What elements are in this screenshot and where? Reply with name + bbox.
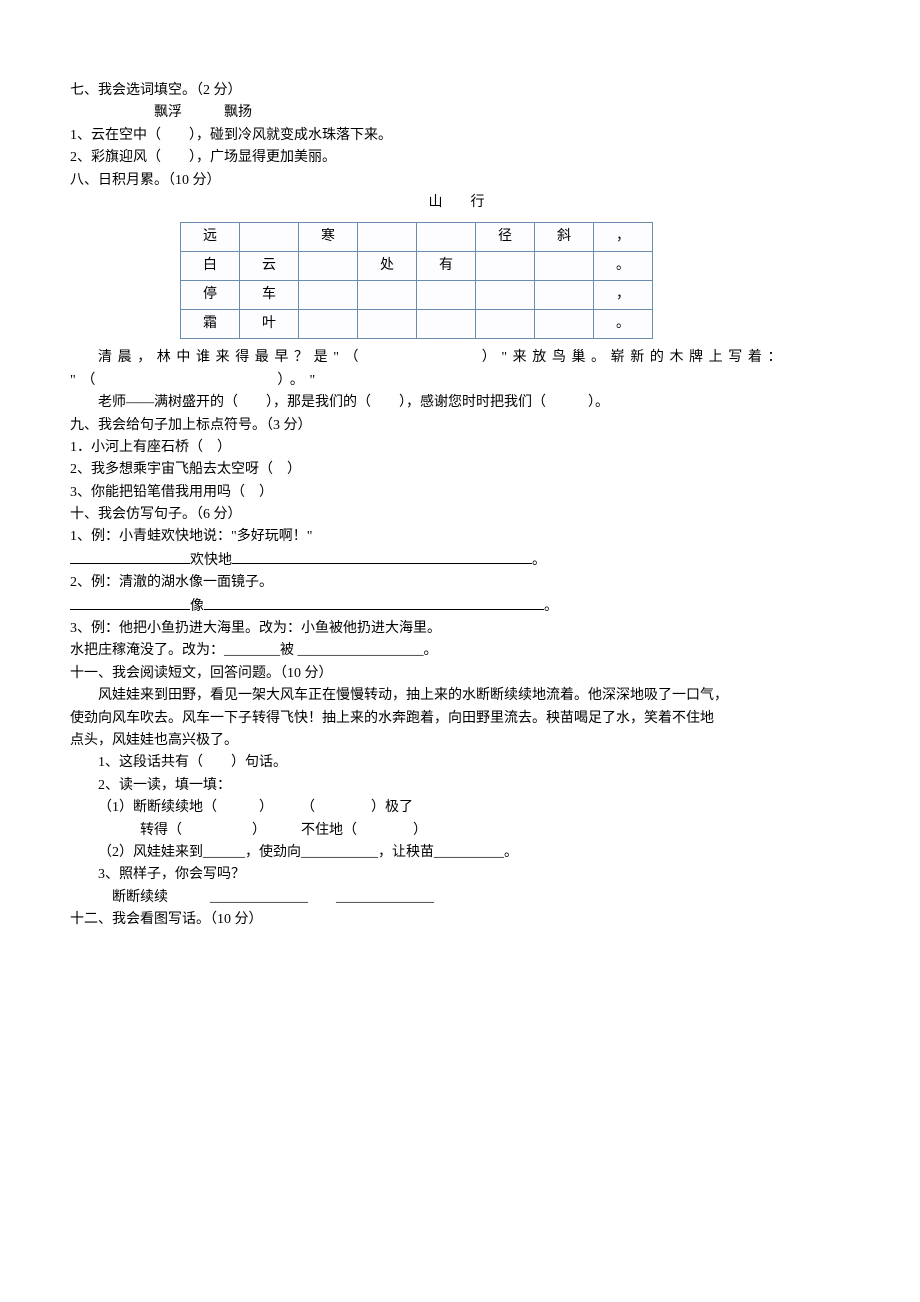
poem-cell xyxy=(476,252,535,281)
q8-p1a: 清晨，林中谁来得最早？是"（ xyxy=(98,350,364,365)
poem-cell xyxy=(417,310,476,339)
poem-table: 远 寒 径 斜 ， 白 云 处 有 。 停 车 ， 霜 叶 。 xyxy=(180,222,653,339)
text: 。 xyxy=(544,599,558,614)
poem-cell: 寒 xyxy=(299,223,358,252)
poem-cell xyxy=(299,310,358,339)
poem-cell xyxy=(358,281,417,310)
poem-cell: 车 xyxy=(240,281,299,310)
poem-cell xyxy=(417,223,476,252)
poem-cell xyxy=(299,252,358,281)
poem-cell xyxy=(535,252,594,281)
q9-title: 九、我会给句子加上标点符号。（3 分） xyxy=(70,415,850,437)
q8-p1b: ）"来放鸟巢。崭新的木牌上写着： xyxy=(482,350,787,365)
q11-title: 十一、我会阅读短文，回答问题。（10 分） xyxy=(70,663,850,685)
q8-title: 八、日积月累。（10 分） xyxy=(70,170,850,192)
poem-cell xyxy=(476,310,535,339)
poem-cell xyxy=(358,310,417,339)
text: 欢快地 xyxy=(190,553,232,568)
q11-q1: 1、这段话共有（ ）句话。 xyxy=(70,752,850,774)
q12-title: 十二、我会看图写话。（10 分） xyxy=(70,909,850,931)
q8-p2: "（ ）。" xyxy=(70,370,850,392)
poem-cell: 。 xyxy=(594,310,653,339)
q9-i1: 1．小河上有座石桥（ ） xyxy=(70,437,850,459)
poem-cell: ， xyxy=(594,223,653,252)
q10-title: 十、我会仿写句子。（6 分） xyxy=(70,504,850,526)
q11-q2-1b: 转得（ ） 不住地（ ） xyxy=(70,820,850,842)
blank xyxy=(70,549,190,564)
q10-i1: 1、例：小青蛙欢快地说："多好玩啊！" xyxy=(70,526,850,548)
poem-cell: 径 xyxy=(476,223,535,252)
poem-cell: 白 xyxy=(181,252,240,281)
poem-cell: 叶 xyxy=(240,310,299,339)
poem-cell: 处 xyxy=(358,252,417,281)
text: 。 xyxy=(532,553,546,568)
blank xyxy=(232,549,532,564)
poem-cell xyxy=(535,281,594,310)
q11-q2-2: （2）风娃娃来到______，使劲向___________，让秧苗_______… xyxy=(70,842,850,864)
q7-item2: 2、彩旗迎风（ ），广场显得更加美丽。 xyxy=(70,147,850,169)
poem-cell: 有 xyxy=(417,252,476,281)
poem-row: 白 云 处 有 。 xyxy=(181,252,653,281)
text: 像 xyxy=(190,599,204,614)
poem-cell xyxy=(417,281,476,310)
q8-p3: 老师——满树盛开的（ ），那是我们的（ ），感谢您时时把我们（ ）。 xyxy=(70,392,850,414)
poem-cell: 云 xyxy=(240,252,299,281)
poem-cell: 。 xyxy=(594,252,653,281)
q11-q2: 2、读一读，填一填： xyxy=(70,775,850,797)
q11-passage3: 点头，风娃娃也高兴极了。 xyxy=(70,730,850,752)
poem-cell: 停 xyxy=(181,281,240,310)
poem-cell xyxy=(476,281,535,310)
poem-cell xyxy=(358,223,417,252)
q10-i2b: 像。 xyxy=(70,595,850,618)
q7-words: 飘浮 飘扬 xyxy=(70,102,850,124)
poem-row: 远 寒 径 斜 ， xyxy=(181,223,653,252)
poem-row: 停 车 ， xyxy=(181,281,653,310)
q11-q3: 3、照样子，你会写吗？ xyxy=(70,864,850,886)
q7-item1: 1、云在空中（ ），碰到冷风就变成水珠落下来。 xyxy=(70,125,850,147)
poem-cell: ， xyxy=(594,281,653,310)
poem-cell: 斜 xyxy=(535,223,594,252)
q11-q3b: 断断续续 ______________ ______________ xyxy=(70,887,850,909)
q9-i2: 2、我多想乘宇宙飞船去太空呀（ ） xyxy=(70,459,850,481)
poem-cell xyxy=(535,310,594,339)
poem-cell: 霜 xyxy=(181,310,240,339)
poem-row: 霜 叶 。 xyxy=(181,310,653,339)
q7-title: 七、我会选词填空。（2 分） xyxy=(70,80,850,102)
q11-passage: 风娃娃来到田野，看见一架大风车正在慢慢转动，抽上来的水断断续续地流着。他深深地吸… xyxy=(70,685,850,707)
poem-cell: 远 xyxy=(181,223,240,252)
poem-cell xyxy=(299,281,358,310)
blank xyxy=(204,595,544,610)
q9-i3: 3、你能把铅笔借我用用吗（ ） xyxy=(70,482,850,504)
q11-passage2: 使劲向风车吹去。风车一下子转得飞快！抽上来的水奔跑着，向田野里流去。秧苗喝足了水… xyxy=(70,708,850,730)
q10-i3: 3、例：他把小鱼扔进大海里。改为：小鱼被他扔进大海里。 xyxy=(70,618,850,640)
q10-i2: 2、例：清澈的湖水像一面镜子。 xyxy=(70,572,850,594)
q8-poem-title: 山 行 xyxy=(70,192,850,214)
q10-i1b: 欢快地 。 xyxy=(70,549,850,572)
passage-line: 风娃娃来到田野，看见一架大风车正在慢慢转动，抽上来的水断断续续地流着。他深深地吸… xyxy=(98,688,728,703)
q10-i3b: 水把庄稼淹没了。改为：________被 __________________。 xyxy=(70,640,850,662)
poem-cell xyxy=(240,223,299,252)
q8-p1: 清晨，林中谁来得最早？是"（ ）"来放鸟巢。崭新的木牌上写着： xyxy=(70,347,850,369)
blank xyxy=(70,595,190,610)
q11-q2-1: （1）断断续续地（ ） （ ）极了 xyxy=(70,797,850,819)
